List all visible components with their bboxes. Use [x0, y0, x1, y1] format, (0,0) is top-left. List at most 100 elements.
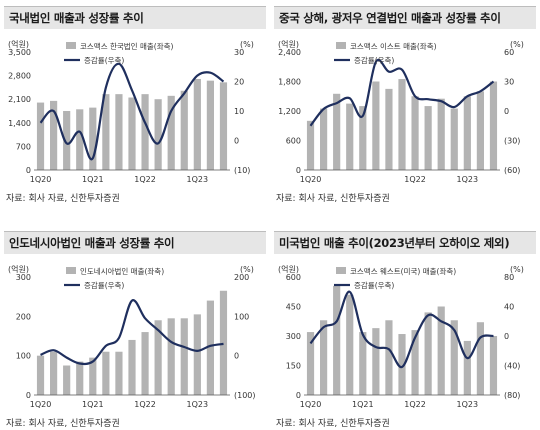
right-tick-label: 0	[234, 137, 239, 146]
bar	[180, 90, 188, 170]
chart-usa: (억원) (%) 0 150 300 450 600 (80) (40) 0 40 80 1Q20 1Q2…	[278, 264, 524, 409]
x-tick-label: 1Q21	[82, 175, 104, 184]
right-tick-label: (80)	[504, 391, 520, 400]
bar	[219, 290, 228, 395]
x-tick-label: 1Q20	[300, 175, 322, 184]
x-tick-label: 1Q20	[30, 175, 52, 184]
bar	[167, 95, 175, 170]
chart-title-bar: 국내법인 매출과 성장률 추이	[4, 6, 266, 29]
x-tick-label: 1Q20	[30, 400, 52, 409]
right-tick-label: 200	[234, 273, 249, 282]
bar	[76, 109, 84, 170]
right-tick-label: 40	[504, 303, 514, 312]
chart-title: 국내법인 매출과 성장률 추이	[9, 11, 144, 25]
x-tick-label: 1Q23	[187, 400, 209, 409]
bar	[476, 91, 484, 170]
bar	[346, 294, 354, 395]
bar	[450, 320, 458, 395]
bar	[359, 332, 367, 395]
left-tick-label: 600	[286, 273, 301, 282]
chart-title-bar: 미국법인 매출 추이(2023년부터 오하이오 제외)	[274, 231, 536, 254]
x-tick-label: 1Q20	[300, 400, 322, 409]
bar	[320, 320, 328, 395]
bar	[306, 120, 315, 170]
legend-bar-swatch	[336, 42, 346, 49]
bar	[128, 339, 136, 395]
bar	[141, 94, 149, 170]
x-tick-label: 1Q23	[457, 400, 479, 409]
legend-line-label: 증감률(우축)	[354, 55, 394, 65]
left-tick-label: 1,400	[8, 119, 31, 128]
bar	[424, 106, 432, 170]
chart-source: 자료: 회사 자료, 신한투자증권	[276, 419, 390, 429]
growth-rate-line	[309, 58, 495, 127]
left-axis-unit: (억원)	[278, 264, 299, 274]
right-tick-label: 60	[504, 48, 514, 57]
bar	[115, 94, 123, 170]
bar	[398, 334, 406, 395]
bar	[306, 332, 315, 395]
bar	[411, 330, 419, 395]
chart-panel-korea: 국내법인 매출과 성장률 추이 (억원) (%) 0 700 1,400 2,100 2,8…	[4, 0, 266, 205]
legend-bar-label: 코스맥스 웨스트(미국) 매출(좌축)	[350, 266, 456, 276]
legend-bar-label: 코스맥스 이스트 매출(좌축)	[350, 41, 437, 51]
bar	[102, 94, 110, 170]
bar	[63, 111, 71, 170]
bar	[463, 96, 471, 170]
right-axis-unit: (%)	[240, 265, 254, 274]
bar	[154, 320, 162, 395]
bar	[320, 108, 328, 170]
chart-source: 자료: 회사 자료, 신한투자증권	[6, 419, 120, 429]
left-tick-label: 150	[286, 362, 301, 371]
bar	[385, 88, 393, 170]
bar	[89, 107, 97, 170]
left-tick-label: 700	[16, 142, 31, 151]
legend-bar-swatch	[66, 267, 76, 274]
bar	[141, 332, 149, 395]
legend-line-label: 증감률(우축)	[84, 55, 124, 65]
left-tick-label: 1,800	[278, 78, 301, 87]
left-tick-label: 2,400	[278, 48, 301, 57]
legend-bar-label: 인도네시아법인 매출(좌축)	[80, 266, 164, 276]
bar	[437, 98, 445, 170]
legend-bar-label: 코스맥스 한국법인 매출(좌축)	[80, 41, 173, 51]
bar	[206, 300, 214, 395]
right-tick-label: (30)	[504, 137, 520, 146]
right-tick-label: 0	[504, 332, 509, 341]
bar	[333, 93, 341, 170]
x-tick-label: 1Q22	[134, 400, 156, 409]
right-tick-label: 10	[234, 107, 244, 116]
right-tick-label: 20	[234, 78, 244, 87]
chart-title-bar: 인도네시아법인 매출과 성장률 추이	[4, 231, 266, 254]
bar	[411, 96, 419, 170]
bar	[89, 357, 97, 395]
bar	[489, 81, 498, 170]
right-axis-unit: (%)	[510, 265, 524, 274]
bar	[128, 97, 136, 170]
bar	[489, 336, 498, 395]
left-tick-label: 300	[16, 273, 31, 282]
bar	[154, 99, 162, 170]
x-tick-label: 1Q23	[457, 175, 479, 184]
x-tick-label: 1Q23	[187, 175, 209, 184]
bar	[333, 285, 341, 395]
left-tick-label: 1,200	[278, 107, 301, 116]
x-tick-label: 1Q22	[134, 175, 156, 184]
right-axis-unit: (%)	[240, 40, 254, 49]
bar	[193, 78, 201, 170]
growth-rate-line	[309, 290, 494, 369]
bar	[398, 79, 406, 170]
right-tick-label: 0	[504, 107, 509, 116]
left-tick-label: 2,100	[8, 95, 31, 104]
bar	[36, 355, 45, 395]
bar	[50, 100, 58, 170]
left-tick-label: 2,800	[8, 72, 31, 81]
bar	[346, 103, 354, 170]
right-tick-label: 80	[504, 273, 514, 282]
chart-china: (억원) (%) 0 600 1,200 1,800 2,400 (60) (30) 0 30 60 1…	[278, 39, 524, 184]
left-tick-label: 0	[296, 391, 301, 400]
left-tick-label: 300	[286, 332, 301, 341]
left-tick-label: 450	[286, 303, 301, 312]
chart-title: 중국 상해, 광저우 연결법인 매출과 성장률 추이	[279, 11, 501, 25]
chart-panel-indonesia: 인도네시아법인 매출과 성장률 추이 (억원) (%) 0 100 200 300 (100…	[4, 225, 266, 430]
